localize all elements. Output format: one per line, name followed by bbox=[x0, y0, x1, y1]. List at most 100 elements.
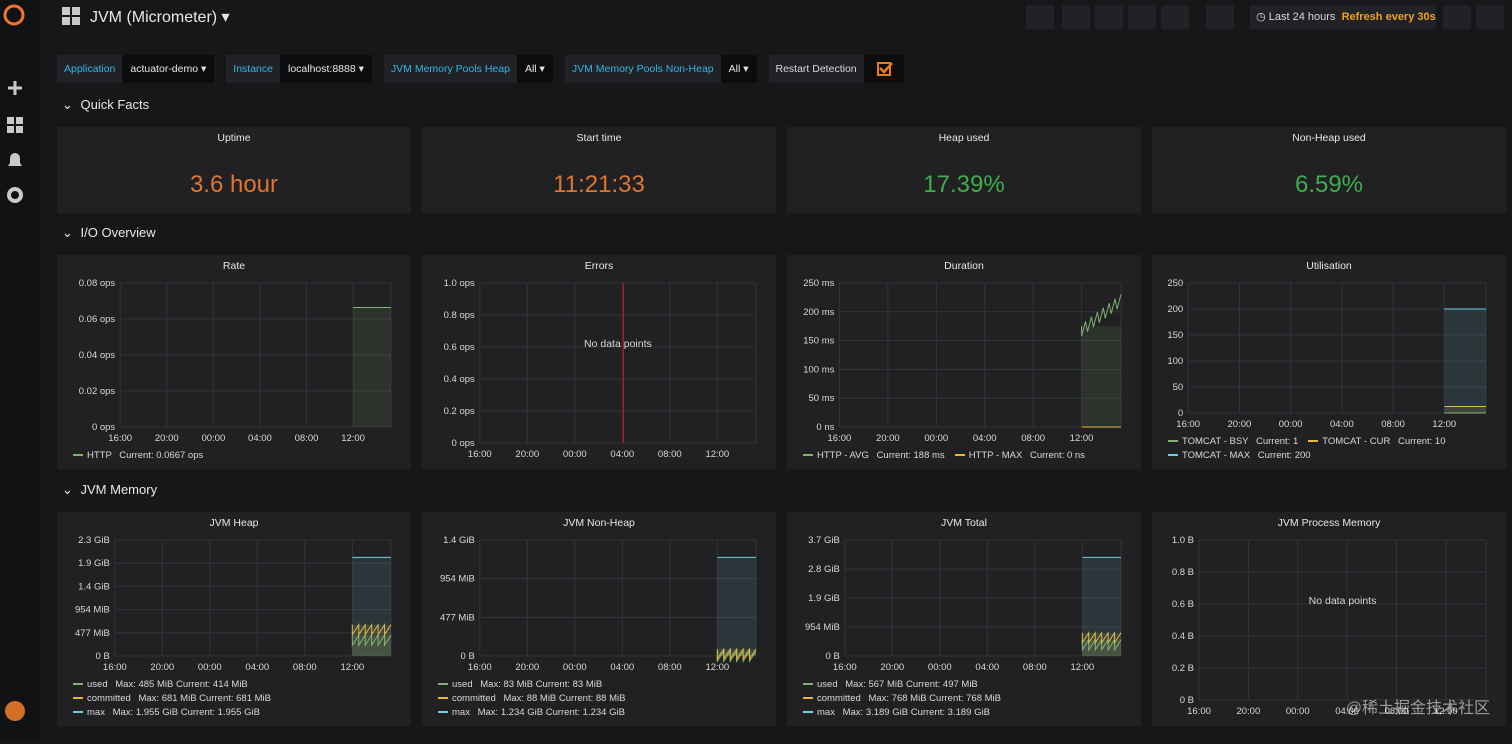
settings-button[interactable] bbox=[1161, 5, 1189, 29]
row-header[interactable]: ⌄ JVM Memory bbox=[62, 482, 158, 497]
alert-icon[interactable] bbox=[8, 153, 22, 166]
legend-item[interactable]: HTTP - MAX Current: 0 ns bbox=[954, 449, 1085, 463]
tv-button[interactable] bbox=[1206, 5, 1234, 29]
legend-item[interactable]: HTTP Current: 0.0667 ops bbox=[73, 449, 203, 463]
y-tick-label: 0 B bbox=[96, 651, 110, 662]
panel-title[interactable]: Rate bbox=[222, 260, 246, 272]
avatar[interactable] bbox=[5, 701, 25, 721]
series-fill bbox=[717, 557, 756, 656]
x-tick-label: 08:00 bbox=[1023, 662, 1047, 673]
legend-item[interactable]: used Max: 567 MiB Current: 497 MiB bbox=[803, 678, 978, 692]
legend-item[interactable]: TOMCAT - CUR Current: 10 bbox=[1308, 435, 1446, 449]
legend-name: committed bbox=[87, 693, 131, 704]
legend-item[interactable]: committed Max: 768 MiB Current: 768 MiB bbox=[803, 692, 1001, 706]
y-tick-label: 0.6 ops bbox=[444, 342, 475, 353]
panel: Heap used 17.39% bbox=[787, 127, 1141, 213]
panel-title[interactable]: JVM Total bbox=[941, 517, 987, 529]
add-panel-button[interactable] bbox=[1026, 5, 1054, 29]
x-tick-label: 20:00 bbox=[515, 449, 539, 460]
legend-item[interactable]: max Max: 3.189 GiB Current: 3.189 GiB bbox=[803, 706, 990, 720]
share-button[interactable] bbox=[1095, 5, 1123, 29]
graph: 2.3 GiB 1.9 GiB 1.4 GiB 954 MiB 477 MiB 0 B16… bbox=[75, 535, 392, 673]
y-tick-label: 0 B bbox=[1180, 695, 1194, 706]
y-tick-label: 2.3 GiB bbox=[78, 535, 110, 546]
legend-stats: Max: 83 MiB Current: 83 MiB bbox=[480, 679, 603, 690]
time-picker[interactable]: ◷ Last 24 hours Refresh every 30s bbox=[1250, 5, 1436, 29]
y-tick-label: 1.9 GiB bbox=[78, 558, 110, 569]
dashboards-icon[interactable] bbox=[7, 117, 14, 124]
legend-item[interactable]: used Max: 83 MiB Current: 83 MiB bbox=[438, 678, 602, 692]
legend-item[interactable]: TOMCAT - MAX Current: 200 bbox=[1168, 449, 1311, 463]
legend-item[interactable]: max Max: 1.234 GiB Current: 1.234 GiB bbox=[438, 706, 625, 720]
x-tick-label: 16:00 bbox=[103, 662, 127, 673]
x-tick-label: 04:00 bbox=[245, 662, 269, 673]
panel-title[interactable]: Utilisation bbox=[1306, 260, 1352, 272]
legend-item[interactable]: used Max: 485 MiB Current: 414 MiB bbox=[73, 678, 248, 692]
row-header[interactable]: ⌄ Quick Facts bbox=[62, 97, 150, 112]
checkbox[interactable] bbox=[863, 55, 904, 83]
panel-title[interactable]: Start time bbox=[576, 132, 622, 144]
panel-title[interactable]: JVM Non-Heap bbox=[563, 517, 635, 529]
legend-item[interactable]: TOMCAT - BSY Current: 1 bbox=[1168, 435, 1298, 449]
legend-item[interactable]: committed Max: 681 MiB Current: 681 MiB bbox=[73, 692, 271, 706]
variable-dropdown[interactable]: localhost:8888 ▾ bbox=[279, 55, 372, 83]
legend-stats: Max: 768 MiB Current: 768 MiB bbox=[868, 693, 1001, 704]
dashboard-title[interactable]: JVM (Micrometer) ▾ bbox=[90, 9, 230, 26]
zoom-out-button[interactable] bbox=[1443, 5, 1471, 29]
watermark: @稀土掘金技术社区 bbox=[1345, 700, 1490, 717]
panel-title[interactable]: JVM Process Memory bbox=[1277, 517, 1381, 529]
y-tick-label: 0 bbox=[1178, 408, 1183, 419]
panel: JVM Process Memory 1.0 B 0.8 B 0.6 B 0.4 B 0.… bbox=[1152, 512, 1506, 726]
legend-name: max bbox=[87, 707, 105, 718]
plot-area: 0.08 ops 0.06 ops 0.04 ops 0.02 ops 0 ops 16:… bbox=[57, 277, 411, 447]
legend-swatch bbox=[438, 683, 448, 686]
plot-area: 3.7 GiB 2.8 GiB 1.9 GiB 954 MiB 0 B 16:00 20:0… bbox=[787, 534, 1141, 676]
legend-item[interactable]: HTTP - AVG Current: 188 ms bbox=[803, 449, 945, 463]
save-button[interactable] bbox=[1128, 5, 1156, 29]
plot-area: 2.3 GiB 1.9 GiB 1.4 GiB 954 MiB 477 MiB 0 B 16… bbox=[57, 534, 411, 676]
y-tick-label: 150 bbox=[1167, 330, 1183, 341]
x-tick-label: 12:00 bbox=[341, 433, 365, 444]
y-tick-label: 0 B bbox=[461, 651, 475, 662]
y-tick-label: 0 ops bbox=[452, 438, 475, 449]
variables: Application actuator-demo ▾ Instance localh… bbox=[57, 55, 904, 83]
x-tick-label: 20:00 bbox=[155, 433, 179, 444]
panel-title[interactable]: Errors bbox=[584, 260, 614, 272]
add-icon[interactable] bbox=[8, 81, 22, 95]
legend-name: committed bbox=[452, 693, 496, 704]
x-tick-label: 20:00 bbox=[1228, 419, 1252, 430]
y-tick-label: 1.4 GiB bbox=[78, 581, 110, 592]
panel-title[interactable]: Heap used bbox=[938, 132, 990, 144]
legend-item[interactable]: committed Max: 88 MiB Current: 88 MiB bbox=[438, 692, 625, 706]
x-tick-label: 08:00 bbox=[658, 662, 682, 673]
panel: JVM Non-Heap 1.4 GiB 954 MiB 477 MiB 0 B 16:0… bbox=[422, 512, 776, 726]
y-tick-label: 0.2 ops bbox=[444, 406, 475, 417]
y-tick-label: 3.7 GiB bbox=[808, 535, 840, 546]
graph: 1.4 GiB 954 MiB 477 MiB 0 B16:00 20:00 00:00 0… bbox=[440, 535, 757, 673]
variable-value: All bbox=[728, 63, 741, 75]
star-button[interactable] bbox=[1062, 5, 1090, 29]
y-tick-label: 0.08 ops bbox=[79, 278, 116, 289]
x-tick-label: 08:00 bbox=[1381, 419, 1405, 430]
panel-title[interactable]: Uptime bbox=[217, 132, 251, 144]
panel: Start time 11:21:33 bbox=[422, 127, 776, 213]
panel-title[interactable]: Duration bbox=[944, 260, 984, 272]
panel-title[interactable]: Non-Heap used bbox=[1292, 132, 1366, 144]
variable-dropdown[interactable]: All ▾ bbox=[516, 55, 553, 83]
series-fill bbox=[1444, 406, 1486, 413]
legend-name: max bbox=[817, 707, 835, 718]
variable-dropdown[interactable]: All ▾ bbox=[720, 55, 757, 83]
series-line bbox=[1081, 294, 1122, 337]
row-header[interactable]: ⌄ I/O Overview bbox=[62, 225, 156, 240]
variable-dropdown[interactable]: actuator-demo ▾ bbox=[122, 55, 215, 83]
y-tick-label: 1.4 GiB bbox=[443, 535, 475, 546]
settings-icon[interactable] bbox=[7, 187, 23, 203]
x-tick-label: 16:00 bbox=[1176, 419, 1200, 430]
row-title: I/O Overview bbox=[80, 225, 156, 240]
refresh-button[interactable] bbox=[1476, 5, 1504, 29]
legend-item[interactable]: max Max: 1.955 GiB Current: 1.955 GiB bbox=[73, 706, 260, 720]
graph: 3.7 GiB 2.8 GiB 1.9 GiB 954 MiB 0 B16:00 20:0… bbox=[805, 535, 1122, 673]
panel-title[interactable]: JVM Heap bbox=[209, 517, 259, 529]
legend-name: used bbox=[817, 679, 838, 690]
